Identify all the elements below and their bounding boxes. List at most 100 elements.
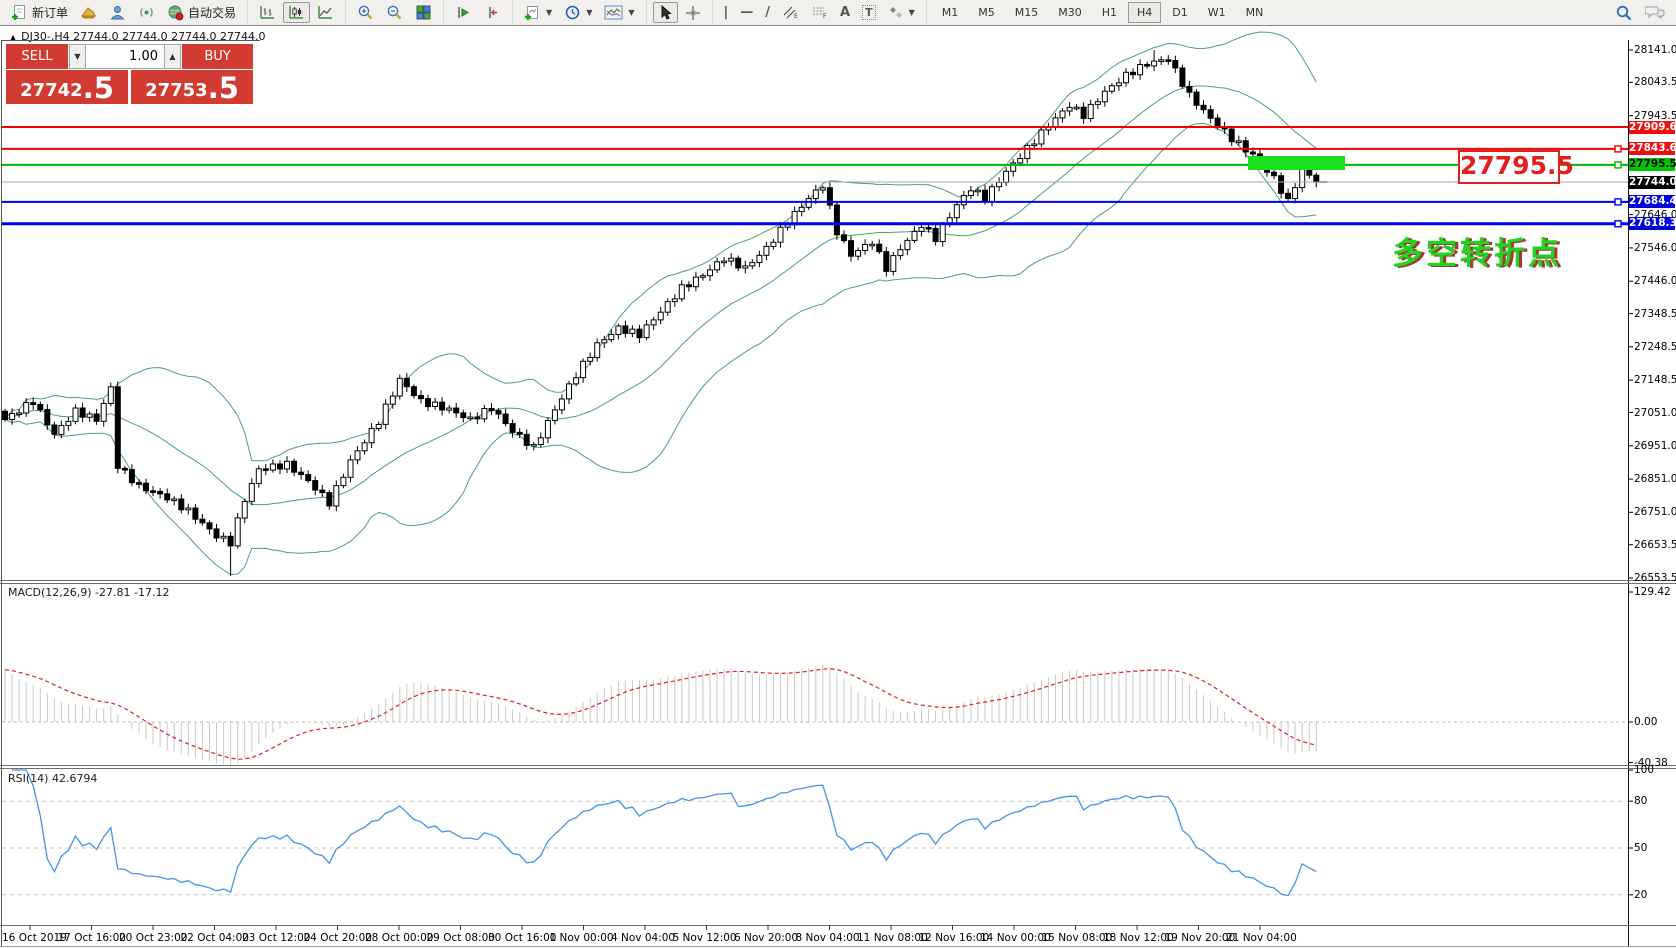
buy-price-int: 27753 bbox=[145, 80, 208, 101]
price-chart-canvas[interactable] bbox=[0, 26, 1676, 948]
auto-trading-icon bbox=[167, 4, 184, 21]
cursor-tool-button[interactable] bbox=[652, 2, 678, 23]
price-axis-tick: 27446.0 bbox=[1634, 275, 1676, 288]
auto-trading-button[interactable]: 自动交易 bbox=[162, 2, 241, 23]
text-icon: A bbox=[840, 5, 851, 20]
toolbar-group-cursor bbox=[645, 0, 712, 25]
date-axis-label: 16 Oct 2019 bbox=[2, 932, 67, 944]
date-axis-label: 6 Nov 20:00 bbox=[734, 932, 799, 944]
chart-title-text: DJ30-,H4 27744.0 27744.0 27744.0 27744.0 bbox=[21, 30, 266, 43]
navigator-button[interactable] bbox=[104, 2, 131, 23]
horizontal-line-icon: — bbox=[740, 5, 754, 20]
date-axis-label: 22 Oct 04:00 bbox=[180, 932, 249, 944]
signals-button[interactable] bbox=[133, 2, 160, 23]
chat-button[interactable] bbox=[1640, 2, 1670, 23]
price-axis-tag: 27684.4 bbox=[1629, 195, 1676, 209]
date-axis-label: 23 Oct 12:00 bbox=[242, 932, 311, 944]
person-icon bbox=[109, 4, 126, 21]
channel-tool-button[interactable]: E bbox=[777, 2, 804, 23]
crosshair-tool-button[interactable] bbox=[680, 2, 706, 23]
horizontal-line-tool-button[interactable]: — bbox=[735, 2, 758, 23]
turning-point-annotation[interactable]: 多空转折点 bbox=[1392, 236, 1562, 272]
shapes-tool-button[interactable]: ▼ bbox=[883, 2, 920, 23]
price-axis-tick: 26553.5 bbox=[1634, 572, 1676, 584]
new-chart-button[interactable]: ▼ bbox=[519, 2, 557, 23]
timeframe-button-m30[interactable]: M30 bbox=[1058, 6, 1082, 19]
price-axis-tick: 28043.5 bbox=[1634, 76, 1676, 89]
price-axis-tick: 27943.5 bbox=[1634, 109, 1676, 122]
zoom-out-button[interactable] bbox=[381, 2, 408, 23]
price-axis-tick: 26851.0 bbox=[1634, 473, 1676, 486]
date-axis-label: 18 Nov 12:00 bbox=[1103, 932, 1174, 944]
cursor-icon bbox=[658, 4, 673, 21]
volume-stepper: ▼ 1.00 ▲ bbox=[69, 44, 181, 69]
periods-button[interactable]: ▼ bbox=[559, 2, 597, 23]
templates-button[interactable]: ▼ bbox=[599, 2, 639, 23]
chart-window: ▲ DJ30-,H4 27744.0 27744.0 27744.0 27744.… bbox=[0, 26, 1676, 948]
trendline-tool-button[interactable]: / bbox=[760, 2, 775, 23]
macd-indicator-label: MACD(12,26,9) -27.81 -17.12 bbox=[8, 586, 170, 599]
svg-text:F: F bbox=[823, 13, 827, 20]
macd-axis-tick: -40.38 bbox=[1634, 756, 1668, 769]
crosshair-icon bbox=[685, 5, 701, 21]
date-axis-label: 12 Nov 16:00 bbox=[918, 932, 990, 944]
timeframe-button-w1[interactable]: W1 bbox=[1207, 6, 1226, 19]
new-order-button[interactable]: 新订单 bbox=[6, 2, 73, 23]
profiles-button[interactable] bbox=[75, 2, 102, 23]
candlestick-mode-button[interactable] bbox=[283, 2, 311, 23]
chevron-down-icon: ▼ bbox=[908, 8, 915, 17]
candlestick-series bbox=[2, 50, 1328, 576]
date-axis-label: 21 Nov 04:00 bbox=[1226, 932, 1297, 944]
equidistant-channel-icon: E bbox=[782, 5, 799, 20]
timeframe-button-mn[interactable]: MN bbox=[1245, 6, 1264, 19]
volume-increase-button[interactable]: ▲ bbox=[164, 44, 181, 69]
line-chart-mode-button[interactable] bbox=[312, 2, 339, 23]
chart-shift-button[interactable] bbox=[479, 2, 506, 23]
date-axis-label: 20 Oct 23:00 bbox=[119, 932, 188, 944]
bar-chart-mode-button[interactable] bbox=[254, 2, 281, 23]
template-chart-icon bbox=[604, 5, 623, 20]
chart-frame bbox=[0, 40, 1676, 947]
main-toolbar: 新订单 自动交易 bbox=[0, 0, 1676, 26]
date-axis-label: 24 Oct 20:00 bbox=[303, 932, 372, 944]
auto-scroll-button[interactable] bbox=[450, 2, 477, 23]
timeframe-button-m1[interactable]: M1 bbox=[941, 6, 959, 19]
tile-windows-button[interactable] bbox=[410, 2, 437, 23]
date-axis-label: 14 Nov 00:00 bbox=[980, 932, 1051, 944]
label-tool-button[interactable]: T bbox=[857, 2, 881, 23]
volume-input[interactable]: 1.00 bbox=[86, 44, 164, 69]
fibonacci-tool-button[interactable]: F bbox=[806, 2, 833, 23]
price-axis-tick: 27148.5 bbox=[1634, 374, 1676, 387]
vertical-line-tool-button[interactable]: | bbox=[719, 2, 734, 23]
line-chart-icon bbox=[317, 4, 334, 21]
search-button[interactable] bbox=[1610, 2, 1638, 23]
chat-icon bbox=[1645, 4, 1665, 21]
toolbar-group-right bbox=[1604, 0, 1676, 25]
volume-decrease-button[interactable]: ▼ bbox=[69, 44, 86, 69]
date-axis-label: 19 Nov 20:00 bbox=[1164, 932, 1236, 944]
toolbar-group-new: ▼ ▼ ▼ bbox=[512, 0, 645, 25]
new-chart-icon bbox=[524, 4, 541, 21]
text-tool-button[interactable]: A bbox=[835, 2, 855, 23]
timeframe-button-m5[interactable]: M5 bbox=[978, 6, 995, 19]
toolbar-group-scroll bbox=[443, 0, 512, 25]
highlight-rectangle[interactable] bbox=[1248, 156, 1345, 170]
buy-button[interactable]: BUY bbox=[182, 44, 253, 69]
timeframe-button-m15[interactable]: M15 bbox=[1014, 6, 1039, 19]
zoom-in-button[interactable] bbox=[352, 2, 379, 23]
buy-price-display[interactable]: 27753.5 bbox=[131, 70, 253, 104]
horizontal-level-lines[interactable] bbox=[2, 126, 1628, 228]
timeframe-button-h1[interactable]: H1 bbox=[1101, 6, 1118, 19]
price-callout-label[interactable]: 27795.5 bbox=[1458, 150, 1574, 184]
timeframe-button-h4[interactable]: H4 bbox=[1128, 2, 1162, 23]
price-axis-tick: 26951.0 bbox=[1634, 439, 1676, 452]
chart-window-title: ▲ DJ30-,H4 27744.0 27744.0 27744.0 27744.… bbox=[10, 30, 266, 43]
toolbar-group-objects: | — / E F A T ▼ bbox=[711, 0, 926, 25]
timeframe-button-d1[interactable]: D1 bbox=[1172, 6, 1188, 19]
sell-button[interactable]: SELL bbox=[6, 44, 68, 69]
date-axis-label: 1 Nov 00:00 bbox=[549, 932, 614, 944]
sell-price-display[interactable]: 27742.5 bbox=[6, 70, 128, 104]
macd-pane bbox=[2, 665, 1628, 766]
price-axis-tag: 27618.3 bbox=[1629, 217, 1676, 231]
price-axis-tick: 27248.5 bbox=[1634, 340, 1676, 353]
